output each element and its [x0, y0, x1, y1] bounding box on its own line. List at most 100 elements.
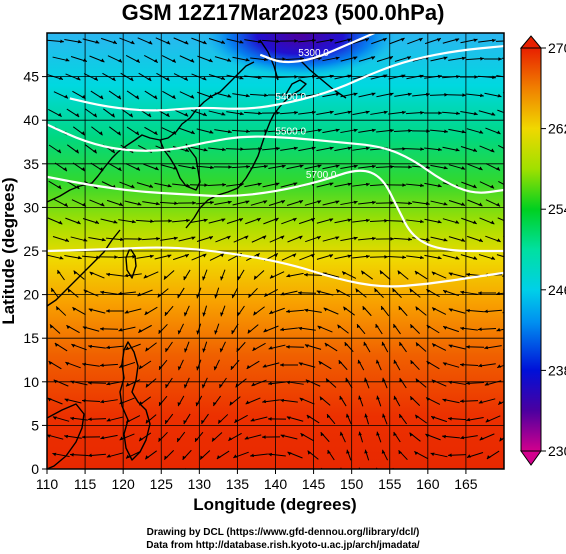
wind-arrow — [334, 110, 352, 116]
wind-arrow — [448, 380, 466, 385]
wind-arrow — [405, 147, 425, 151]
wind-arrow — [298, 110, 316, 115]
wind-arrow — [316, 182, 334, 188]
wind-arrow — [424, 37, 442, 45]
wind-arrow — [388, 74, 406, 80]
x-axis: 110 115 120 125 130 135 140 145 150 155 160 165 — [36, 469, 478, 492]
wind-arrow — [191, 37, 207, 45]
wind-arrow — [388, 255, 406, 259]
wind-arrow — [100, 218, 118, 224]
grid-lines — [47, 33, 504, 469]
wind-arrow — [107, 55, 123, 63]
wind-arrow — [479, 145, 495, 153]
wind-arrow — [409, 432, 421, 442]
wind-arrow — [158, 431, 168, 443]
x-axis-title: Longitude (degrees) — [193, 495, 356, 514]
wind-arrow — [394, 92, 412, 97]
wind-arrow — [424, 218, 442, 224]
wind-arrow — [364, 413, 370, 425]
wind-arrow — [57, 269, 65, 281]
wind-arrow — [82, 399, 100, 403]
wind-arrow — [65, 361, 81, 369]
footer-credit-drawing: Drawing by DCL (https://www.gfd-dennou.o… — [146, 527, 420, 538]
wind-arrow — [48, 108, 62, 118]
wind-arrow — [370, 219, 388, 223]
wind-arrow — [232, 56, 250, 62]
wind-arrow — [217, 414, 229, 424]
wind-arrow — [268, 344, 286, 350]
wind-arrow — [326, 413, 336, 425]
wind-arrow — [165, 377, 173, 389]
wind-arrow — [182, 449, 192, 461]
wind-arrow — [406, 183, 424, 188]
wind-arrow — [154, 254, 172, 260]
wind-arrow — [88, 344, 106, 349]
wind-arrow — [47, 217, 63, 225]
wind-arrow — [466, 56, 484, 61]
wind-arrow — [196, 323, 202, 335]
wind-arrow — [398, 305, 408, 317]
wind-arrow — [334, 182, 352, 188]
wind-arrow — [381, 341, 389, 353]
wind-arrow — [262, 471, 280, 475]
wind-arrow — [461, 181, 477, 189]
wind-arrow — [496, 327, 504, 332]
wind-arrow — [300, 432, 314, 442]
wind-arrow — [496, 291, 504, 296]
wind-arrow — [387, 147, 407, 151]
wind-arrow — [502, 274, 504, 277]
wind-arrow — [381, 449, 388, 461]
wind-arrow — [85, 144, 97, 154]
wind-arrow — [82, 218, 100, 224]
wind-arrow — [442, 398, 460, 404]
wind-arrow — [83, 289, 99, 297]
wind-arrow — [286, 309, 304, 314]
wind-arrow — [364, 449, 370, 461]
wind-arrow — [183, 413, 191, 425]
wind-arrow — [219, 341, 226, 353]
wind-arrow — [426, 288, 440, 298]
wind-arrow — [66, 108, 80, 118]
wind-arrow — [281, 217, 297, 225]
wind-arrow — [261, 111, 281, 115]
wind-arrow — [179, 91, 195, 99]
wind-arrow — [358, 128, 376, 133]
wind-arrow — [431, 271, 447, 279]
y-tick-label: 10 — [23, 374, 39, 390]
wind-arrow — [406, 74, 424, 80]
wind-arrow — [262, 39, 280, 44]
wind-arrow — [269, 307, 285, 315]
wind-arrow — [358, 431, 364, 443]
wind-arrow — [448, 416, 466, 421]
wind-arrow — [305, 235, 321, 243]
wind-arrow — [393, 395, 401, 407]
coastline-philippines — [119, 341, 151, 461]
wind-arrow — [286, 200, 304, 206]
wind-arrow — [231, 287, 239, 299]
wind-arrow — [460, 111, 478, 116]
wind-arrow — [281, 253, 297, 261]
wind-arrow — [461, 471, 477, 476]
wind-arrow — [177, 359, 184, 371]
wind-arrow — [100, 399, 118, 404]
wind-arrow — [183, 269, 191, 281]
wind-arrow — [346, 449, 352, 461]
wind-arrow — [409, 288, 421, 298]
wind-arrow — [484, 309, 502, 314]
wind-arrow — [144, 54, 158, 64]
y-tick-label: 35 — [23, 156, 39, 172]
wind-arrow — [157, 288, 169, 298]
wind-arrow — [64, 255, 82, 260]
wind-arrow — [467, 163, 483, 171]
wind-arrow — [208, 38, 226, 44]
wind-arrow — [280, 146, 298, 151]
wind-arrow — [263, 217, 279, 225]
wind-arrow — [47, 73, 64, 81]
wind-arrow — [253, 270, 265, 280]
wind-arrow — [143, 163, 159, 171]
wind-arrow — [177, 201, 197, 205]
wind-arrow — [431, 379, 447, 387]
wind-vectors — [47, 37, 504, 476]
wind-arrow — [399, 341, 407, 353]
wind-arrow — [269, 271, 285, 279]
